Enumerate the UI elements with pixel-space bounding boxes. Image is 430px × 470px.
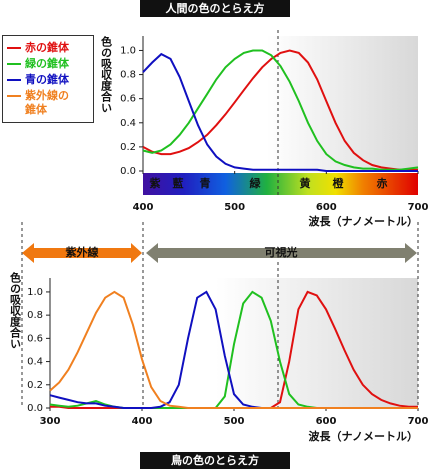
range-label: 紫外線 [66,245,99,259]
x-tick-label: 600 [316,416,337,427]
x-tick-label: 300 [40,416,61,427]
uv-arrow [22,243,142,263]
x-tick-label: 700 [408,202,429,213]
plot-bg [143,36,418,172]
header-title: 人間の色のとらえ方 [140,0,290,17]
spectrum-label: 紫 [150,176,161,190]
series-line [142,49,418,171]
y-tick-label: 0.0 [27,403,43,414]
legend: 赤の錐体緑の錐体青の錐体紫外線の錐体 [2,35,94,123]
spectrum-label: 黄 [300,176,311,190]
legend-label: 紫外線の錐体 [25,89,69,116]
x-tick-label: 400 [132,416,153,427]
y-tick-label: 0.6 [27,333,43,344]
legend-swatch [7,63,21,65]
legend-swatch [7,79,21,81]
y-tick-label: 0.8 [120,70,136,81]
range-label: 可視光 [265,245,298,259]
legend-entry: 青の錐体 [5,73,91,87]
legend-entry: 紫外線の錐体 [5,89,91,117]
legend-entry: 赤の錐体 [5,41,91,55]
series-line [142,52,418,172]
legend-label: 青の錐体 [25,73,69,86]
y-tick-label: 0.6 [120,94,136,105]
y-tick-label: 0.8 [27,310,43,321]
x-tick-label: 700 [408,416,429,427]
legend-entry: 緑の錐体 [5,57,91,71]
y-tick-label: 0.2 [27,380,43,391]
y-tick-label: 1.0 [27,287,43,298]
visible-arrow [146,243,417,263]
y-tick-label: 1.0 [120,45,136,56]
y-tick-label: 0.2 [120,142,136,153]
y-tick-label: 0.0 [120,166,136,177]
x-tick-label: 500 [224,202,245,213]
series-line [49,290,418,409]
legend-swatch [7,95,21,97]
legend-label: 緑の錐体 [25,57,69,70]
x-axis-label: 波長（ナノメートル） [309,429,418,443]
y-tick-label: 0.4 [27,357,43,368]
spectrum-label: 藍 [173,176,184,190]
series-line [142,49,419,171]
x-tick-label: 600 [316,202,337,213]
spectrum-bar [143,173,418,195]
spectrum-label: 赤 [377,176,388,190]
y-tick-label: 0.4 [120,118,136,129]
y-axis-label: 色の吸収度合い [9,271,22,349]
legend-label: 赤の錐体 [25,41,69,54]
x-axis-label: 波長（ナノメートル） [309,214,418,228]
y-axis-label: 色の吸収度合い [100,35,113,113]
x-tick-label: 500 [224,416,245,427]
spectrum-label: 青 [200,176,211,190]
legend-swatch [7,47,21,49]
spectrum-label: 緑 [250,176,262,190]
x-tick-label: 400 [133,202,154,213]
footer-title: 鳥の色のとらえ方 [140,452,290,469]
spectrum-label: 橙 [333,176,345,190]
